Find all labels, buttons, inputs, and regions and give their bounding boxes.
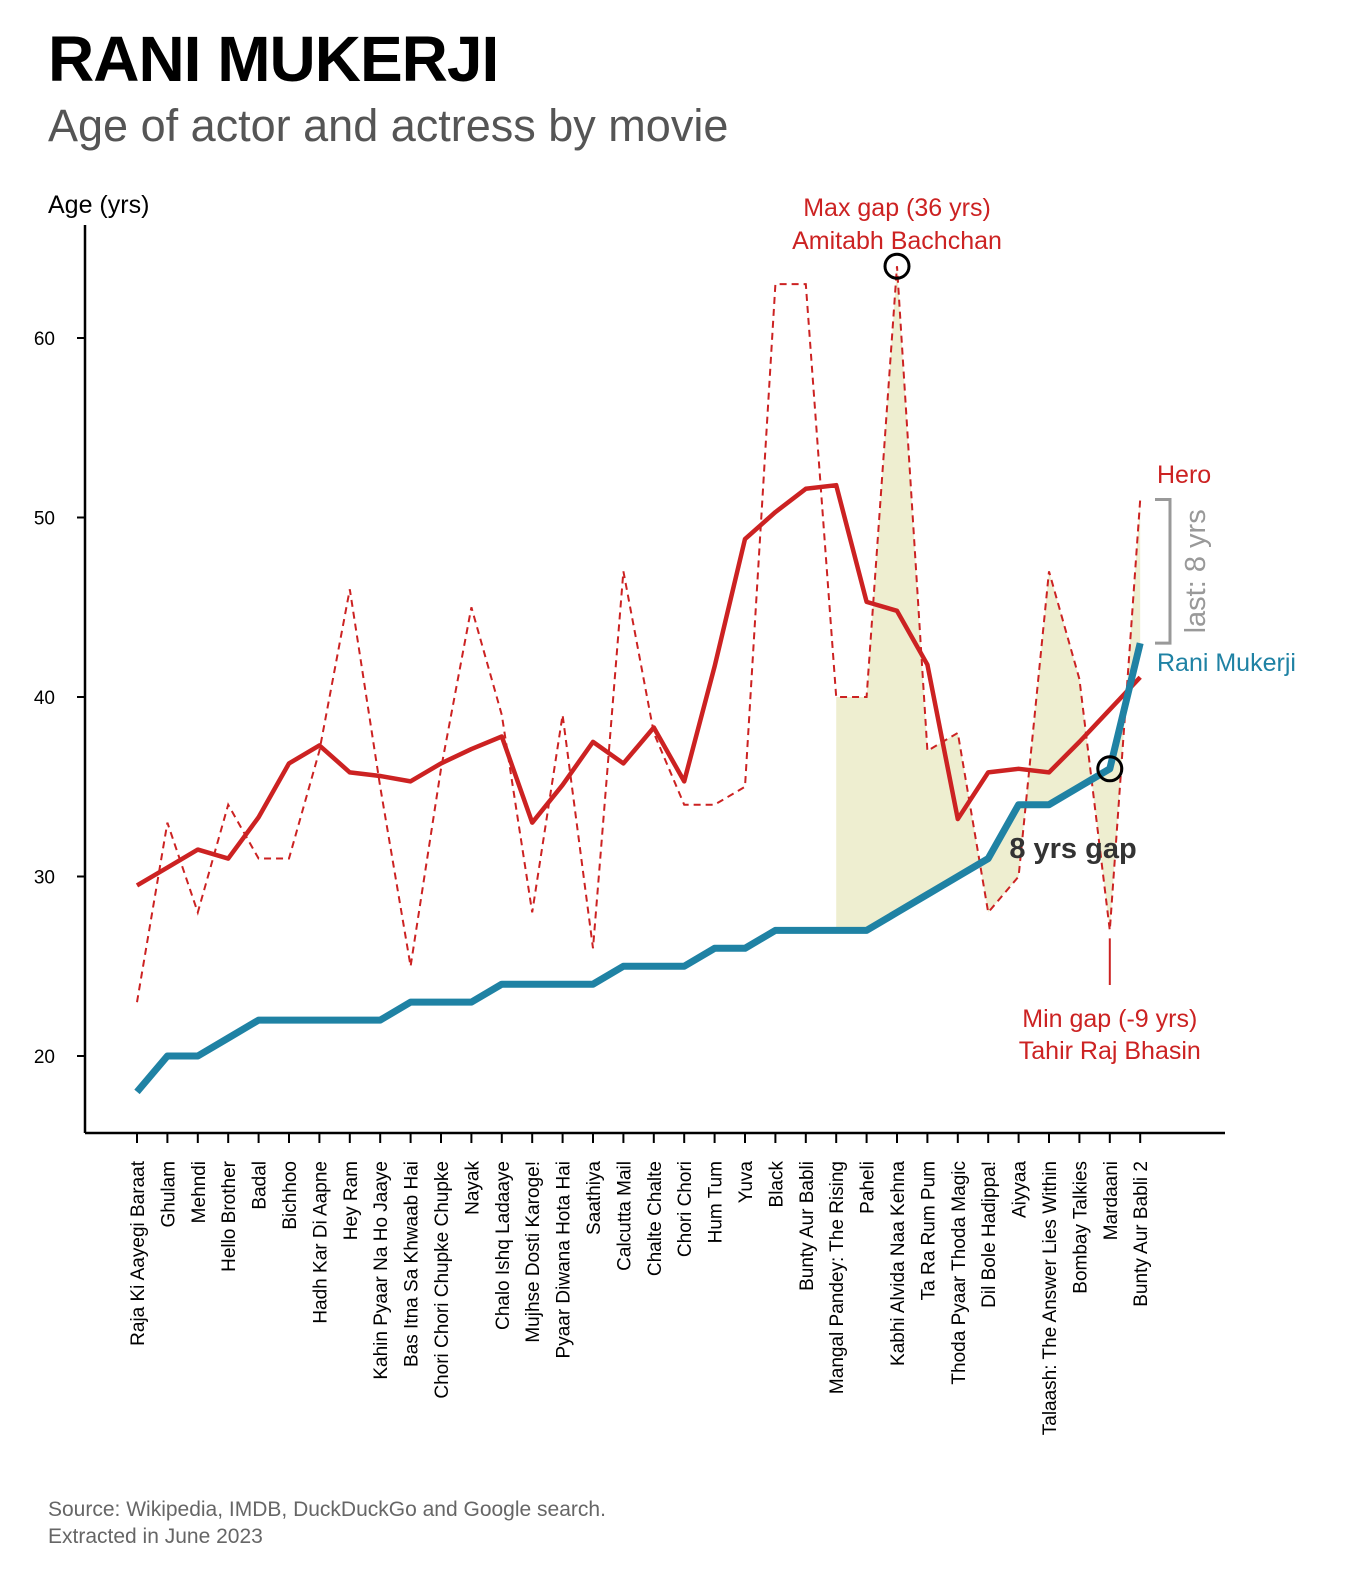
x-tick-label: Aiyyaa (1010, 1161, 1031, 1218)
hero-series-label: Hero (1157, 461, 1211, 489)
x-tick-label: Chori Chori Chupke Chupke (432, 1161, 453, 1399)
gap-label: 8 yrs gap (1009, 833, 1136, 865)
min-gap-label: Min gap (-9 yrs) (1022, 1005, 1197, 1033)
max-gap-name: Amitabh Bachchan (792, 227, 1002, 255)
x-tick-label: Chalo Ishq Ladaaye (493, 1161, 514, 1330)
source-note: Source: Wikipedia, IMDB, DuckDuckGo and … (48, 1496, 606, 1550)
x-tick-label: Hum Tum (706, 1161, 727, 1243)
max-gap-marker (883, 252, 911, 280)
x-tick-label: Mehndi (189, 1161, 210, 1223)
y-tick-label: 30 (34, 868, 55, 889)
gap-fill (836, 266, 1141, 931)
x-tick-label: Bunty Aur Babli 2 (1131, 1161, 1152, 1307)
last-gap-label: last: 8 yrs (1180, 509, 1212, 633)
actress-series-label: Rani Mukerji (1157, 649, 1296, 677)
x-tick-label: Hey Ram (341, 1161, 362, 1240)
min-gap-marker (1096, 755, 1124, 783)
x-tick-label: Mardaani (1101, 1161, 1122, 1240)
hero-age-line (136, 266, 1142, 1003)
x-tick-label: Bichhoo (280, 1161, 301, 1230)
x-tick-label: Hadh Kar Di Aapne (310, 1161, 331, 1324)
x-tick-label: Kahin Pyaar Na Ho Jaaye (371, 1161, 392, 1380)
gap-fill-area (836, 266, 1141, 931)
chart-axes: Age (yrs) 20 30 40 50 60 (34, 191, 1225, 1143)
chart-subtitle: Age of actor and actress by movie (48, 100, 729, 151)
min-gap-name: Tahir Raj Bhasin (1019, 1037, 1201, 1065)
chart-tick-labels: Raja Ki Aayegi Baraat Ghulam Mehndi Hello B… (128, 1160, 1152, 1435)
x-tick-label: Mujhse Dosti Karoge! (523, 1161, 544, 1343)
max-gap-label: Max gap (36 yrs) (803, 194, 991, 222)
x-tick-label: Hello Brother (219, 1160, 240, 1272)
x-tick-label: Chori Chori (675, 1161, 696, 1257)
source-line: Extracted in June 2023 (48, 1525, 263, 1548)
x-tick-label: Saathiya (584, 1161, 605, 1235)
y-tick-label: 60 (34, 329, 55, 350)
x-tick-label: Bas Itna Sa Khwaab Hai (402, 1161, 423, 1367)
x-tick-label: Pyaar Diwana Hota Hai (554, 1161, 575, 1358)
x-tick-label: Paheli (858, 1161, 879, 1214)
chart-title: RANI MUKERJI (48, 23, 499, 95)
x-tick-label: Ta Ra Rum Pum (918, 1161, 939, 1300)
x-tick-label: Raja Ki Aayegi Baraat (128, 1160, 149, 1346)
y-tick-label: 20 (34, 1047, 55, 1068)
x-tick-label: Bunty Aur Babli (797, 1161, 818, 1291)
x-tick-label: Dil Bole Hadippa! (979, 1161, 1000, 1308)
x-tick-label: Bombay Talkies (1070, 1161, 1091, 1294)
x-tick-label: Black (766, 1161, 787, 1208)
x-tick-label: Ghulam (158, 1161, 179, 1228)
chart-annotations: Max gap (36 yrs) Amitabh Bachchan Min gap … (792, 194, 1296, 1065)
source-line: Source: Wikipedia, IMDB, DuckDuckGo and … (48, 1498, 606, 1521)
y-tick-label: 40 (34, 688, 55, 709)
x-tick-label: Kabhi Alvida Naa Kehna (888, 1161, 909, 1366)
chart-series (134, 266, 1144, 1095)
actress-age-line (134, 642, 1144, 1095)
y-axis-label: Age (yrs) (48, 191, 149, 219)
hero-trend-line (135, 482, 1142, 888)
last-gap-bracket (1155, 498, 1172, 645)
x-tick-label: Badal (250, 1161, 271, 1210)
x-tick-label: Mangal Pandey: The Rising (827, 1161, 848, 1394)
x-tick-label: Talaash: The Answer Lies Within (1040, 1161, 1061, 1435)
x-tick-label: Calcutta Mail (614, 1161, 635, 1271)
x-tick-label: Thoda Pyaar Thoda Magic (949, 1161, 970, 1385)
x-tick-label: Chalte Chalte (645, 1161, 666, 1276)
x-tick-label: Nayak (462, 1161, 483, 1215)
x-tick-label: Yuva (736, 1161, 757, 1204)
y-tick-label: 50 (34, 509, 55, 530)
